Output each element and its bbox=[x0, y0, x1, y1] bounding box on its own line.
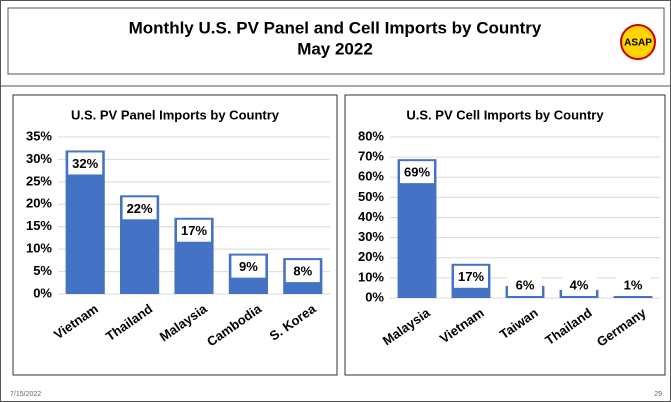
value-label-box bbox=[285, 260, 320, 283]
value-label-box bbox=[616, 274, 650, 296]
value-label: 6% bbox=[516, 277, 535, 292]
y-tick-label: 0% bbox=[365, 289, 384, 304]
value-label-box bbox=[122, 197, 157, 220]
page-number: 29 bbox=[654, 391, 662, 398]
slide-subtitle: May 2022 bbox=[297, 39, 373, 58]
y-tick-label: 40% bbox=[358, 209, 384, 224]
y-tick-label: 10% bbox=[358, 269, 384, 284]
y-tick-label: 10% bbox=[26, 241, 52, 256]
y-tick-label: 5% bbox=[33, 263, 52, 278]
chart-title: U.S. PV Panel Imports by Country bbox=[71, 107, 280, 122]
y-tick-label: 30% bbox=[26, 151, 52, 166]
y-tick-label: 20% bbox=[358, 249, 384, 264]
value-label: 17% bbox=[181, 223, 207, 238]
value-label: 4% bbox=[570, 277, 589, 292]
bar bbox=[613, 295, 653, 298]
y-tick-label: 35% bbox=[26, 128, 52, 143]
value-label-box bbox=[562, 274, 596, 296]
y-tick-label: 15% bbox=[26, 218, 52, 233]
y-tick-label: 20% bbox=[26, 196, 52, 211]
y-tick-label: 60% bbox=[358, 169, 384, 184]
value-label-box bbox=[508, 274, 542, 296]
y-tick-label: 70% bbox=[358, 149, 384, 164]
y-tick-label: 25% bbox=[26, 173, 52, 188]
value-label-box bbox=[400, 161, 434, 184]
value-label: 69% bbox=[404, 165, 430, 180]
value-label-box bbox=[231, 255, 266, 278]
value-label-box bbox=[454, 265, 488, 288]
y-tick-label: 80% bbox=[358, 128, 384, 143]
title-box bbox=[7, 7, 665, 75]
slide-title: Monthly U.S. PV Panel and Cell Imports b… bbox=[129, 18, 542, 37]
value-label: 8% bbox=[293, 264, 312, 279]
y-tick-label: 30% bbox=[358, 229, 384, 244]
date: 7/15/2022 bbox=[10, 391, 41, 398]
y-tick-label: 50% bbox=[358, 189, 384, 204]
value-label-box bbox=[68, 152, 103, 175]
chart-title: U.S. PV Cell Imports by Country bbox=[406, 107, 604, 122]
value-label: 9% bbox=[239, 259, 258, 274]
value-label: 22% bbox=[127, 201, 153, 216]
value-label: 1% bbox=[624, 277, 643, 292]
value-label: 17% bbox=[458, 269, 484, 284]
value-label-box bbox=[177, 219, 211, 242]
logo bbox=[620, 24, 656, 60]
value-label: 32% bbox=[72, 156, 98, 171]
y-tick-label: 0% bbox=[33, 285, 52, 300]
logo-text: ASAP bbox=[624, 38, 652, 49]
